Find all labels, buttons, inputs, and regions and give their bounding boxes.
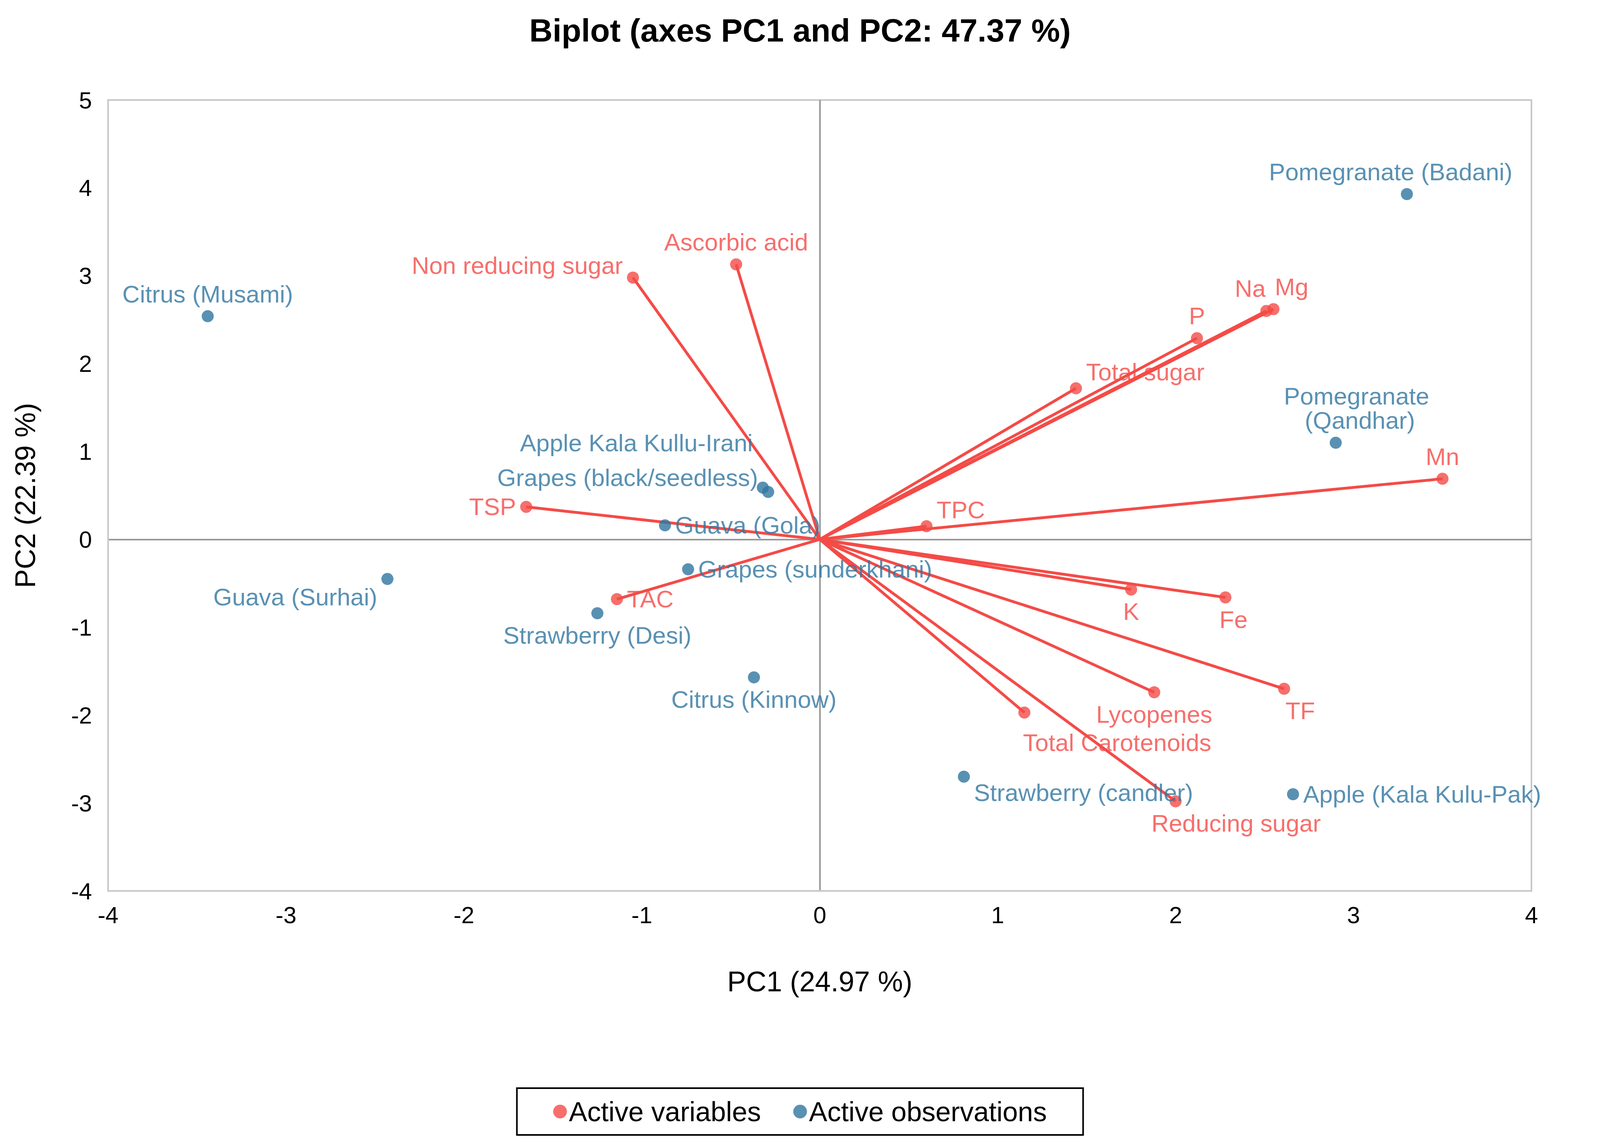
svg-text:Ascorbic acid: Ascorbic acid: [664, 228, 809, 256]
svg-text:Mn: Mn: [1425, 443, 1460, 471]
svg-text:Strawberry (candler): Strawberry (candler): [974, 779, 1194, 807]
svg-text:3: 3: [1347, 901, 1361, 929]
svg-text:Strawberry (Desi): Strawberry (Desi): [503, 621, 692, 649]
svg-text:-1: -1: [631, 901, 653, 929]
svg-text:Non reducing sugar: Non reducing sugar: [411, 252, 624, 280]
svg-text:0: 0: [813, 901, 827, 929]
svg-text:-1: -1: [70, 614, 92, 641]
svg-text:Grapes (sunderkhani): Grapes (sunderkhani): [698, 555, 933, 583]
svg-text:-3: -3: [275, 901, 297, 929]
svg-text:Guava (Surhai): Guava (Surhai): [213, 583, 378, 611]
svg-text:Fe: Fe: [1219, 606, 1248, 634]
svg-text:0: 0: [79, 526, 92, 553]
svg-text:2: 2: [1169, 901, 1183, 929]
svg-text:Na: Na: [1234, 275, 1266, 303]
svg-text:Guava (Gola): Guava (Gola): [675, 511, 821, 539]
svg-text:Pomegranate (Badani): Pomegranate (Badani): [1268, 158, 1513, 186]
svg-text:Total Carotenoids: Total Carotenoids: [1022, 729, 1212, 757]
svg-text:K: K: [1122, 598, 1139, 626]
svg-text:Pomegranate: Pomegranate: [1283, 382, 1436, 410]
svg-text:4: 4: [79, 174, 92, 201]
svg-text:-3: -3: [70, 790, 92, 817]
svg-text:-2: -2: [453, 901, 475, 929]
svg-text:Citrus (Kinnow): Citrus (Kinnow): [671, 686, 837, 714]
svg-text:-2: -2: [70, 702, 92, 729]
svg-text:(Qandhar): (Qandhar): [1304, 406, 1415, 434]
svg-text:TPC: TPC: [936, 496, 985, 524]
svg-text:-4: -4: [97, 901, 119, 929]
svg-text:-4: -4: [70, 878, 92, 905]
svg-text:Mg: Mg: [1274, 273, 1309, 301]
svg-text:PC2 (22.39 %): PC2 (22.39 %): [9, 402, 42, 589]
svg-text:1: 1: [79, 438, 92, 465]
svg-text:Reducing sugar: Reducing sugar: [1151, 809, 1321, 837]
svg-text:Total sugar: Total sugar: [1086, 358, 1205, 386]
svg-text:2: 2: [79, 350, 92, 377]
svg-text:4: 4: [1524, 901, 1538, 929]
svg-text:Biplot (axes PC1 and PC2: 47.3: Biplot (axes PC1 and PC2: 47.37 %): [529, 12, 1071, 49]
svg-text:Apple (Kala Kulu-Pak): Apple (Kala Kulu-Pak): [1303, 780, 1542, 808]
svg-text:Active variables: Active variables: [569, 1096, 762, 1127]
svg-text:P: P: [1189, 302, 1206, 330]
svg-text:Lycopenes: Lycopenes: [1096, 700, 1213, 729]
svg-text:TSP: TSP: [469, 493, 517, 521]
svg-text:1: 1: [990, 901, 1004, 929]
svg-text:5: 5: [79, 87, 92, 114]
svg-text:Citrus (Musami): Citrus (Musami): [122, 280, 293, 308]
svg-text:Grapes (black/seedless): Grapes (black/seedless): [497, 464, 759, 492]
svg-text:TAC: TAC: [627, 585, 674, 613]
svg-text:Active observations: Active observations: [809, 1096, 1048, 1127]
svg-text:3: 3: [79, 262, 92, 289]
svg-text:PC1 (24.97 %): PC1 (24.97 %): [727, 965, 913, 998]
svg-text:TF: TF: [1285, 697, 1315, 725]
svg-text:Apple Kala Kullu-Irani: Apple Kala Kullu-Irani: [519, 429, 753, 457]
